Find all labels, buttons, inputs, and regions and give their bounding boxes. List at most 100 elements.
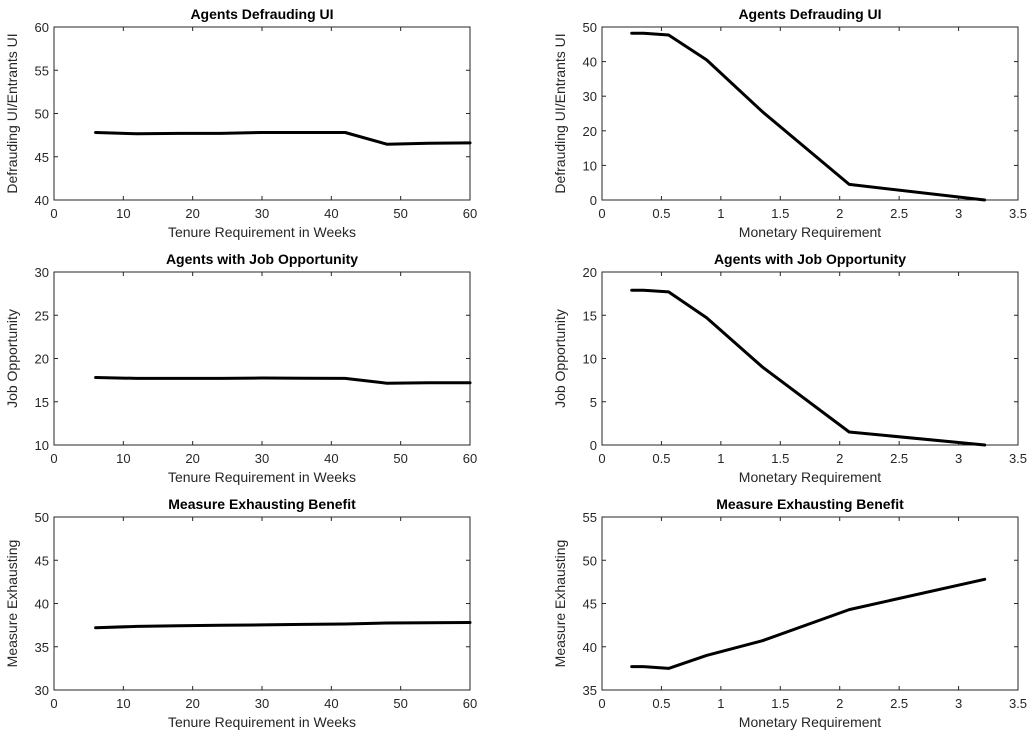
x-tick-label: 0: [50, 451, 57, 466]
x-tick-label: 10: [116, 206, 130, 221]
x-tick-label: 2.5: [890, 451, 908, 466]
y-tick-label: 55: [35, 63, 49, 78]
x-axis-label: Monetary Requirement: [739, 714, 882, 730]
chart-title: Measure Exhausting Benefit: [168, 496, 356, 512]
x-tick-label: 30: [255, 451, 269, 466]
y-tick-label: 30: [35, 265, 49, 280]
x-tick-label: 2: [836, 451, 843, 466]
x-tick-label: 40: [324, 206, 338, 221]
x-axis-label: Monetary Requirement: [739, 224, 882, 240]
x-tick-label: 0.5: [652, 696, 670, 711]
subplot-4: 0 0.5 1 1.5 2 2.5 3 3.5 0 5 10 15 20 Agents with Job …: [552, 251, 1027, 485]
y-axis-label: Defrauding UI/Entrants UI: [4, 33, 20, 193]
x-tick-label: 1: [717, 451, 724, 466]
y-tick-label: 40: [35, 597, 49, 612]
x-axis-label: Monetary Requirement: [739, 469, 882, 485]
x-tick-label: 60: [463, 451, 477, 466]
x-tick-label: 1.5: [771, 206, 789, 221]
y-axis-label: Defrauding UI/Entrants UI: [552, 33, 568, 193]
x-tick-label: 1: [717, 696, 724, 711]
x-tick-label: 60: [463, 206, 477, 221]
x-tick-label: 40: [324, 451, 338, 466]
y-axis-label: Job Opportunity: [552, 309, 568, 408]
x-tick-label: 0: [598, 451, 605, 466]
x-tick-label: 50: [393, 451, 407, 466]
x-tick-label: 3.5: [1009, 696, 1027, 711]
y-tick-label: 20: [583, 265, 597, 280]
axes-box: [53, 516, 471, 691]
x-tick-label: 3.5: [1009, 206, 1027, 221]
x-tick-label: 1.5: [771, 451, 789, 466]
x-axis-label: Tenure Requirement in Weeks: [168, 714, 356, 730]
y-tick-label: 55: [583, 510, 597, 525]
x-axis-label: Tenure Requirement in Weeks: [168, 224, 356, 240]
y-tick-label: 50: [583, 553, 597, 568]
series-line: [630, 288, 987, 447]
axes-box: [601, 516, 1019, 691]
x-tick-label: 60: [463, 696, 477, 711]
x-tick-label: 50: [393, 206, 407, 221]
y-axis-label: Measure Exhausting: [4, 540, 20, 668]
chart-title: Agents with Job Opportunity: [714, 251, 906, 267]
chart-title: Agents with Job Opportunity: [166, 251, 358, 267]
y-axis-label: Measure Exhausting: [552, 540, 568, 668]
series-line: [94, 621, 472, 630]
series-line: [630, 577, 987, 670]
series-line: [94, 376, 472, 385]
chart-title: Agents Defrauding UI: [738, 6, 881, 22]
chart-title: Agents Defrauding UI: [190, 6, 333, 22]
y-tick-label: 50: [35, 107, 49, 122]
subplot-1: 0 10 20 30 40 50 60 40 45 50 55 60 Agents Defrauding…: [4, 6, 477, 240]
y-tick-label: 10: [583, 352, 597, 367]
chart-title: Measure Exhausting Benefit: [716, 496, 904, 512]
y-tick-label: 35: [583, 683, 597, 698]
x-tick-label: 2.5: [890, 206, 908, 221]
subplot-5: 0 10 20 30 40 50 60 30 35 40 45 50 Measure Exhaustin…: [4, 496, 477, 730]
x-tick-label: 20: [185, 206, 199, 221]
y-tick-label: 15: [35, 395, 49, 410]
y-tick-label: 0: [590, 193, 597, 208]
x-tick-label: 2: [836, 696, 843, 711]
y-tick-label: 50: [583, 20, 597, 35]
x-tick-label: 30: [255, 696, 269, 711]
y-tick-label: 10: [35, 438, 49, 453]
y-tick-label: 45: [35, 150, 49, 165]
x-tick-label: 50: [393, 696, 407, 711]
x-tick-label: 3: [955, 696, 962, 711]
y-tick-label: 45: [583, 597, 597, 612]
y-tick-label: 30: [583, 89, 597, 104]
y-axis-label: Job Opportunity: [4, 309, 20, 408]
x-tick-label: 10: [116, 696, 130, 711]
y-tick-label: 0: [590, 438, 597, 453]
y-tick-label: 40: [583, 640, 597, 655]
y-tick-label: 20: [35, 352, 49, 367]
x-tick-label: 0: [50, 206, 57, 221]
subplot-2: 0 0.5 1 1.5 2 2.5 3 3.5 0 10 20 30 40 50 Agents Defrau…: [552, 6, 1027, 240]
series-line: [94, 131, 472, 146]
x-tick-label: 0: [50, 696, 57, 711]
axes-box: [601, 271, 1019, 446]
x-tick-label: 1: [717, 206, 724, 221]
y-tick-label: 20: [583, 124, 597, 139]
y-tick-label: 45: [35, 553, 49, 568]
x-tick-label: 30: [255, 206, 269, 221]
y-tick-label: 15: [583, 308, 597, 323]
y-tick-label: 10: [583, 158, 597, 173]
y-tick-label: 60: [35, 20, 49, 35]
x-tick-label: 1.5: [771, 696, 789, 711]
x-tick-label: 20: [185, 451, 199, 466]
x-axis-label: Tenure Requirement in Weeks: [168, 469, 356, 485]
x-tick-label: 10: [116, 451, 130, 466]
y-tick-label: 50: [35, 510, 49, 525]
y-tick-label: 25: [35, 308, 49, 323]
y-tick-label: 30: [35, 683, 49, 698]
x-tick-label: 2: [836, 206, 843, 221]
x-tick-label: 0.5: [652, 206, 670, 221]
series-line: [630, 31, 987, 202]
x-tick-label: 2.5: [890, 696, 908, 711]
x-tick-label: 20: [185, 696, 199, 711]
x-tick-label: 3.5: [1009, 451, 1027, 466]
axes-box: [601, 26, 1019, 201]
y-tick-label: 35: [35, 640, 49, 655]
